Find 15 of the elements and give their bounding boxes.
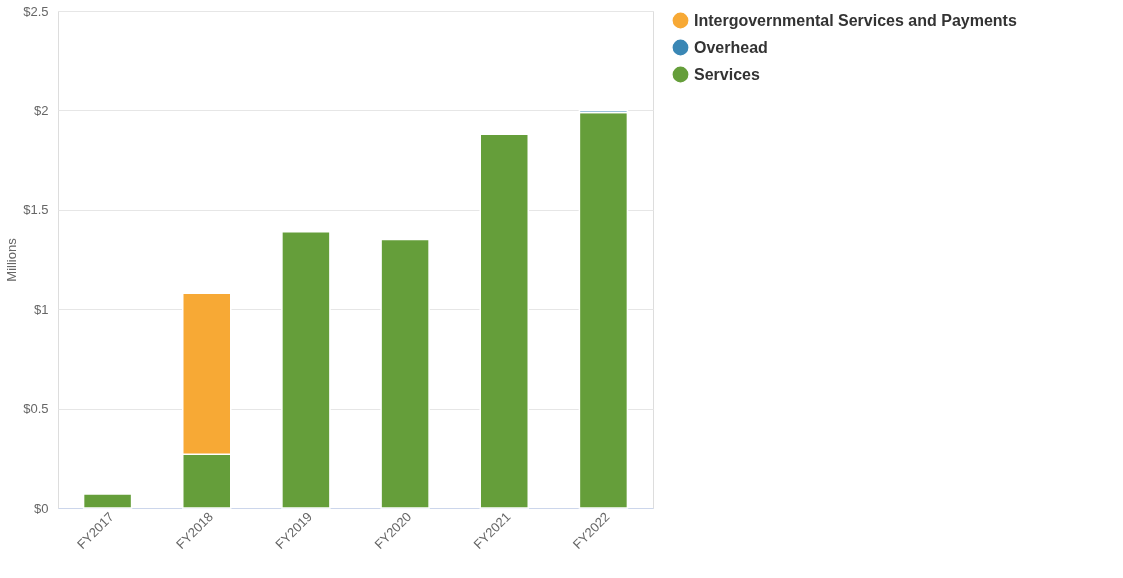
bar [281,230,331,509]
y-tick-label: $2 [34,102,49,118]
y-tick-label: $1 [34,301,49,317]
bar [380,238,430,509]
y-tick-label: $1.5 [23,202,49,218]
y-axis-title: Millions [4,237,20,282]
y-tick-label: $2.5 [23,3,49,19]
bar [82,493,133,509]
legend-label: Overhead [694,38,768,56]
legend-label: Intergovernmental Services and Payments [694,11,1017,29]
bar [578,111,629,509]
y-tick-label: $0 [34,500,49,516]
bar [479,133,529,509]
legend-label: Services [694,65,760,83]
y-tick-label: $0.5 [23,401,49,417]
